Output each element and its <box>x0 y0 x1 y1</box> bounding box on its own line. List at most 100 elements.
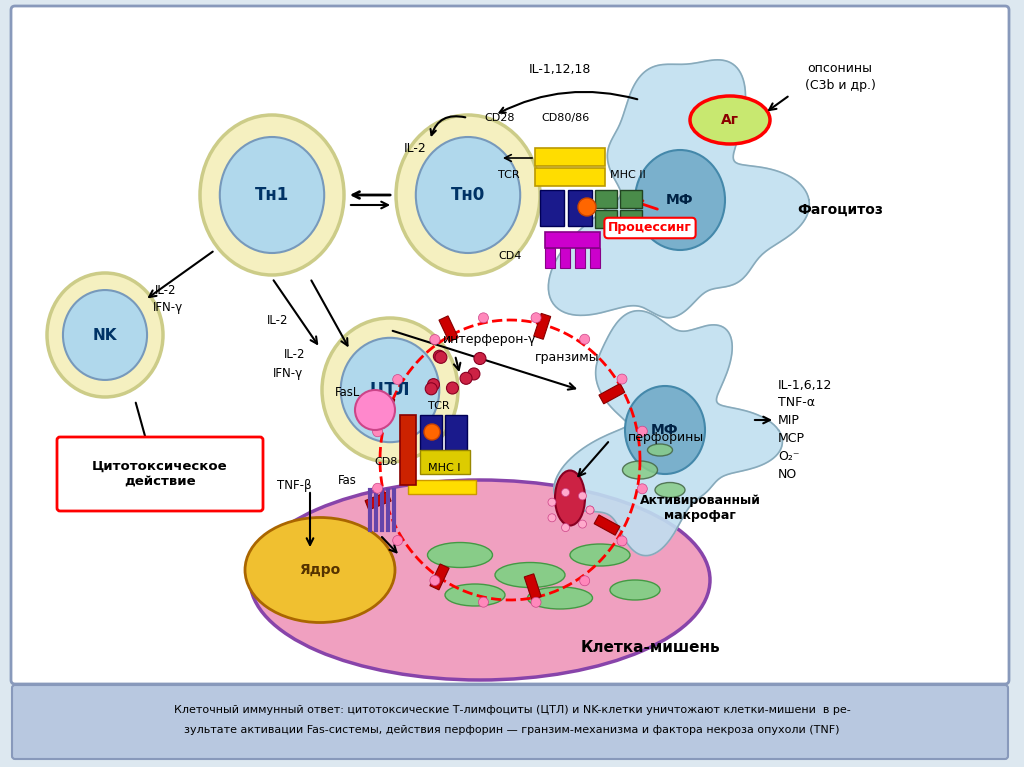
Text: FasL: FasL <box>335 387 360 400</box>
Text: Фагоцитоз: Фагоцитоз <box>797 203 883 217</box>
Text: IFN-γ: IFN-γ <box>153 301 183 314</box>
Circle shape <box>578 198 596 216</box>
Circle shape <box>580 334 590 344</box>
Circle shape <box>478 597 488 607</box>
Ellipse shape <box>495 562 565 588</box>
Bar <box>599 384 625 404</box>
Circle shape <box>548 514 556 522</box>
Text: CD80/86: CD80/86 <box>541 113 589 123</box>
Ellipse shape <box>445 584 505 606</box>
Bar <box>540 190 564 226</box>
Ellipse shape <box>555 470 585 525</box>
Bar <box>594 515 620 535</box>
Text: IL-2: IL-2 <box>284 348 305 361</box>
Circle shape <box>424 424 440 440</box>
Text: Клетка-мишень: Клетка-мишень <box>581 640 720 656</box>
Circle shape <box>579 492 587 500</box>
Ellipse shape <box>200 115 344 275</box>
Text: Клеточный иммунный ответ: цитотоксические Т-лимфоциты (ЦТЛ) и NK-клетки уничтожа: Клеточный иммунный ответ: цитотоксически… <box>174 705 850 715</box>
Text: IL-1,6,12: IL-1,6,12 <box>778 378 833 391</box>
Bar <box>545 232 600 248</box>
Bar <box>568 190 592 226</box>
Text: IL-1,12,18: IL-1,12,18 <box>528 64 591 77</box>
Polygon shape <box>554 311 782 555</box>
Text: IFN-γ: IFN-γ <box>272 367 303 380</box>
Circle shape <box>474 353 486 364</box>
Circle shape <box>392 374 402 384</box>
Ellipse shape <box>690 96 770 144</box>
Text: MIP: MIP <box>778 414 800 427</box>
Ellipse shape <box>625 386 705 474</box>
Circle shape <box>446 382 459 394</box>
Bar <box>620 190 642 208</box>
Ellipse shape <box>245 518 395 623</box>
Circle shape <box>392 535 402 545</box>
Text: опсонины: опсонины <box>808 61 872 74</box>
Circle shape <box>425 383 437 395</box>
Text: МНС I: МНС I <box>428 463 461 473</box>
Bar <box>545 248 555 268</box>
FancyBboxPatch shape <box>12 685 1008 759</box>
Bar <box>408 480 476 494</box>
Ellipse shape <box>47 273 163 397</box>
Bar <box>620 210 642 228</box>
Circle shape <box>637 484 647 494</box>
Bar <box>420 415 442 450</box>
Ellipse shape <box>396 115 540 275</box>
Text: МНС II: МНС II <box>610 170 646 180</box>
Text: МФ: МФ <box>651 423 679 437</box>
Bar <box>595 210 617 228</box>
Text: NK: NK <box>93 328 118 343</box>
Text: IL-2: IL-2 <box>155 284 176 297</box>
Text: Процессинг: Процессинг <box>608 222 692 235</box>
FancyBboxPatch shape <box>57 437 263 511</box>
Ellipse shape <box>250 480 710 680</box>
Bar <box>534 314 551 339</box>
Text: Цитотоксическое
действие: Цитотоксическое действие <box>92 460 227 488</box>
Text: Fas: Fas <box>338 473 357 486</box>
Ellipse shape <box>610 580 660 600</box>
Text: O₂⁻: O₂⁻ <box>778 450 800 463</box>
Ellipse shape <box>655 482 685 498</box>
Text: интерферон-γ: интерферон-γ <box>443 334 537 347</box>
Text: TNF-β: TNF-β <box>276 479 311 492</box>
Circle shape <box>531 313 541 323</box>
Ellipse shape <box>220 137 325 253</box>
Bar <box>369 391 395 409</box>
Circle shape <box>617 536 627 546</box>
Circle shape <box>355 390 395 430</box>
Circle shape <box>548 499 556 506</box>
Circle shape <box>373 426 383 436</box>
Bar <box>445 415 467 450</box>
Text: гранзимы: гранзимы <box>535 351 600 364</box>
Text: CD4: CD4 <box>499 251 521 261</box>
Ellipse shape <box>427 542 493 568</box>
Circle shape <box>478 313 488 323</box>
Text: TCR: TCR <box>499 170 520 180</box>
Ellipse shape <box>341 337 439 443</box>
Bar <box>535 148 605 166</box>
Bar <box>535 168 605 186</box>
Text: Тн1: Тн1 <box>255 186 289 204</box>
Text: TCR: TCR <box>428 401 450 411</box>
Circle shape <box>433 351 445 362</box>
Circle shape <box>561 489 569 496</box>
Bar <box>575 248 585 268</box>
Circle shape <box>579 520 587 528</box>
Text: MCP: MCP <box>778 433 805 446</box>
Text: NO: NO <box>778 469 798 482</box>
Text: IL-2: IL-2 <box>403 141 426 154</box>
Bar <box>400 415 416 485</box>
Ellipse shape <box>635 150 725 250</box>
Text: IL-2: IL-2 <box>267 314 289 327</box>
Circle shape <box>468 368 480 380</box>
Circle shape <box>637 426 647 436</box>
FancyBboxPatch shape <box>11 6 1009 684</box>
Text: Тн0: Тн0 <box>451 186 485 204</box>
Text: Ядро: Ядро <box>299 563 341 577</box>
Circle shape <box>460 372 472 384</box>
Circle shape <box>430 575 440 585</box>
Polygon shape <box>549 60 809 318</box>
Circle shape <box>430 334 440 344</box>
Circle shape <box>561 524 569 532</box>
